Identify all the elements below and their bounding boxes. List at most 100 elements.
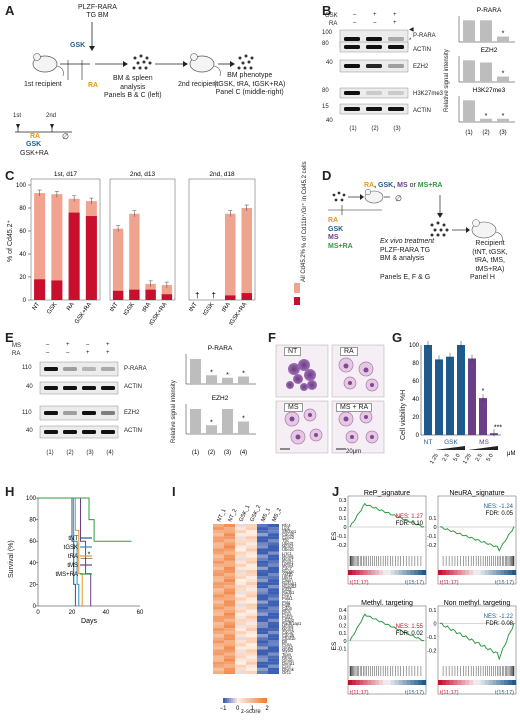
i-heat-cell [246,649,257,653]
c-xtick: tRA [142,302,153,314]
i-heat-cell [257,631,268,635]
panel-label-g: G [392,330,403,345]
i-gene-label: Fen1 [282,593,292,599]
i-heat-cell [224,579,235,583]
i-heat-cell [213,579,224,583]
c-legend-swatch-cd11b [294,297,300,305]
i-colorbar-seg [259,698,262,703]
i-heat-cell [224,557,235,561]
c-frame [30,178,101,301]
j-rank-gradient [398,570,403,575]
e-mw-label: 110 [22,410,32,416]
i-heat-cell [257,652,268,656]
j-rank-gradient [367,680,372,685]
d-panel-h: Panel H [470,274,495,281]
i-heat-cell [268,618,279,623]
i-heat-cell [246,539,257,543]
j-rank-gradient [457,680,462,685]
i-heat-cell [257,569,268,574]
i-gene-label: Kif22 [282,587,292,593]
i-heat-cell [268,524,279,528]
e-bar-star: * [226,372,229,379]
i-scale-tick: −1 [220,706,228,712]
i-heat-cell [235,563,246,567]
j-ytick: 0.4 [339,608,347,614]
b-lane: (3) [393,126,401,132]
h-ytick: 80 [29,518,36,524]
i-heat-cell [257,530,268,534]
e-ms-sign: + [66,342,70,348]
j-rank-gradient [371,680,376,685]
i-heat-cell [213,643,224,647]
i-heat-cell [268,655,279,659]
c-legend-swatch-all [294,283,300,293]
a-tl-ra: RA [30,133,41,140]
i-heat-cell [213,621,224,626]
i-heat-cell [268,588,279,592]
j-nes: NES: 1.55 [396,624,424,630]
a-second-recipient: 2nd recipient [178,81,219,88]
i-colorbar-seg [245,698,248,703]
i-heat-cell [224,649,235,653]
c-bar-cd11b [112,290,124,300]
i-heat-cell [224,618,235,623]
e-mw-label: 110 [22,365,32,371]
b-blot-strip [339,87,409,99]
h-legend-label: tNT [68,536,78,542]
b-band-label: P-RARA [413,33,436,39]
j-rank-gradient [488,570,493,575]
a-tl-gsk: GSK [26,141,42,148]
j-frame [437,605,517,695]
i-heat-cell [235,615,246,619]
i-heat-cell [246,643,257,647]
f-label-ra: RA [340,347,358,356]
i-heat-cell [257,658,268,662]
e-bar-lane: (3) [224,450,231,456]
i-gene-label: Shcbp1 [282,529,297,535]
i-heat-cell [268,576,279,580]
i-heat-cell [235,664,246,668]
mouse-icon-d2 [471,219,503,243]
i-heat-cell [224,658,235,662]
i-heat-cell [257,585,268,589]
j-rank-gradient [351,680,357,685]
j-right-label: t(15;17) [495,690,514,696]
e-ra-sign: – [66,350,70,356]
i-heat-cell [246,582,257,586]
i-gene-label: Ccne2 [282,535,295,541]
i-heat-cell [235,579,246,583]
c-xtick: RA [66,302,76,312]
j-rank-gradient [406,680,411,685]
i-heat-cell [213,624,224,629]
i-heat-cell [235,597,246,601]
i-heat-cell [224,597,235,601]
panel-label-a: A [5,3,15,18]
mouse-icon-d [364,188,384,204]
i-heat-cell [268,536,279,540]
i-heat-cell [224,600,235,604]
d-ex-l3: BM & analysis [380,255,425,262]
i-gene-label: Ccnf [282,663,291,669]
j-es-curve [439,526,515,552]
i-heat-cell [224,530,235,534]
a-tl-null: ∅ [62,132,69,141]
i-heat-cell [268,539,279,543]
i-gene-label: Dnmt1 [282,660,295,666]
g-ytick: 80 [412,361,419,367]
j-rank-gradient [379,680,384,685]
e-lane: (1) [46,450,54,456]
c-ytick: 60 [19,229,26,235]
i-gene-label: Pola1 [282,596,293,602]
i-heat-cell [224,542,235,546]
i-heat-cell [213,557,224,561]
h-xlabel: Days [81,618,97,625]
j-rank-gradient [500,570,505,575]
i-heat-cell [268,563,279,567]
i-colorbar-seg [237,698,240,703]
j-nes: NES: -1.22 [484,614,514,620]
j-frame [347,605,427,695]
i-heat-cell [257,606,268,610]
e-band-label: ACTIN [124,428,142,434]
i-heat-cell [246,600,257,604]
